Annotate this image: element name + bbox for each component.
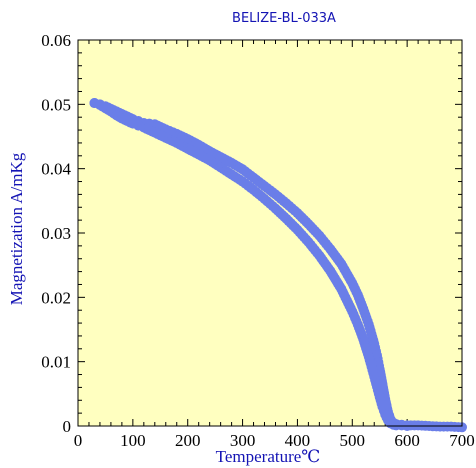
data-point (457, 422, 467, 433)
x-axis-label: Temperature℃ (216, 447, 321, 466)
x-tick-label: 300 (230, 431, 256, 450)
y-tick-label: 0.02 (41, 288, 71, 307)
x-tick-label: 0 (74, 431, 83, 450)
x-tick-label: 600 (394, 431, 420, 450)
plot-area (78, 40, 462, 426)
y-axis-label: Magnetization A/mKg (7, 152, 26, 305)
plot-frame (77, 39, 463, 427)
x-tick-label: 100 (120, 431, 146, 450)
x-tick-label: 400 (285, 431, 311, 450)
y-tick-label: 0.06 (41, 31, 71, 50)
y-tick-label: 0.04 (41, 160, 71, 179)
y-tick-label: 0.03 (41, 224, 71, 243)
y-tick-label: 0 (63, 417, 72, 436)
y-tick-label: 0.01 (41, 353, 71, 372)
chart-title: BELIZE-BL-033A (232, 11, 336, 26)
x-tick-label: 700 (449, 431, 475, 450)
y-tick-labels: 0 0.01 0.02 0.03 0.04 0.05 0.06 (41, 31, 71, 436)
x-tick-label: 200 (175, 431, 201, 450)
x-tick-labels: 0 100 200 300 400 500 600 700 (74, 431, 475, 450)
data-points (89, 98, 467, 433)
x-tick-label: 500 (340, 431, 366, 450)
y-tick-label: 0.05 (41, 95, 71, 114)
